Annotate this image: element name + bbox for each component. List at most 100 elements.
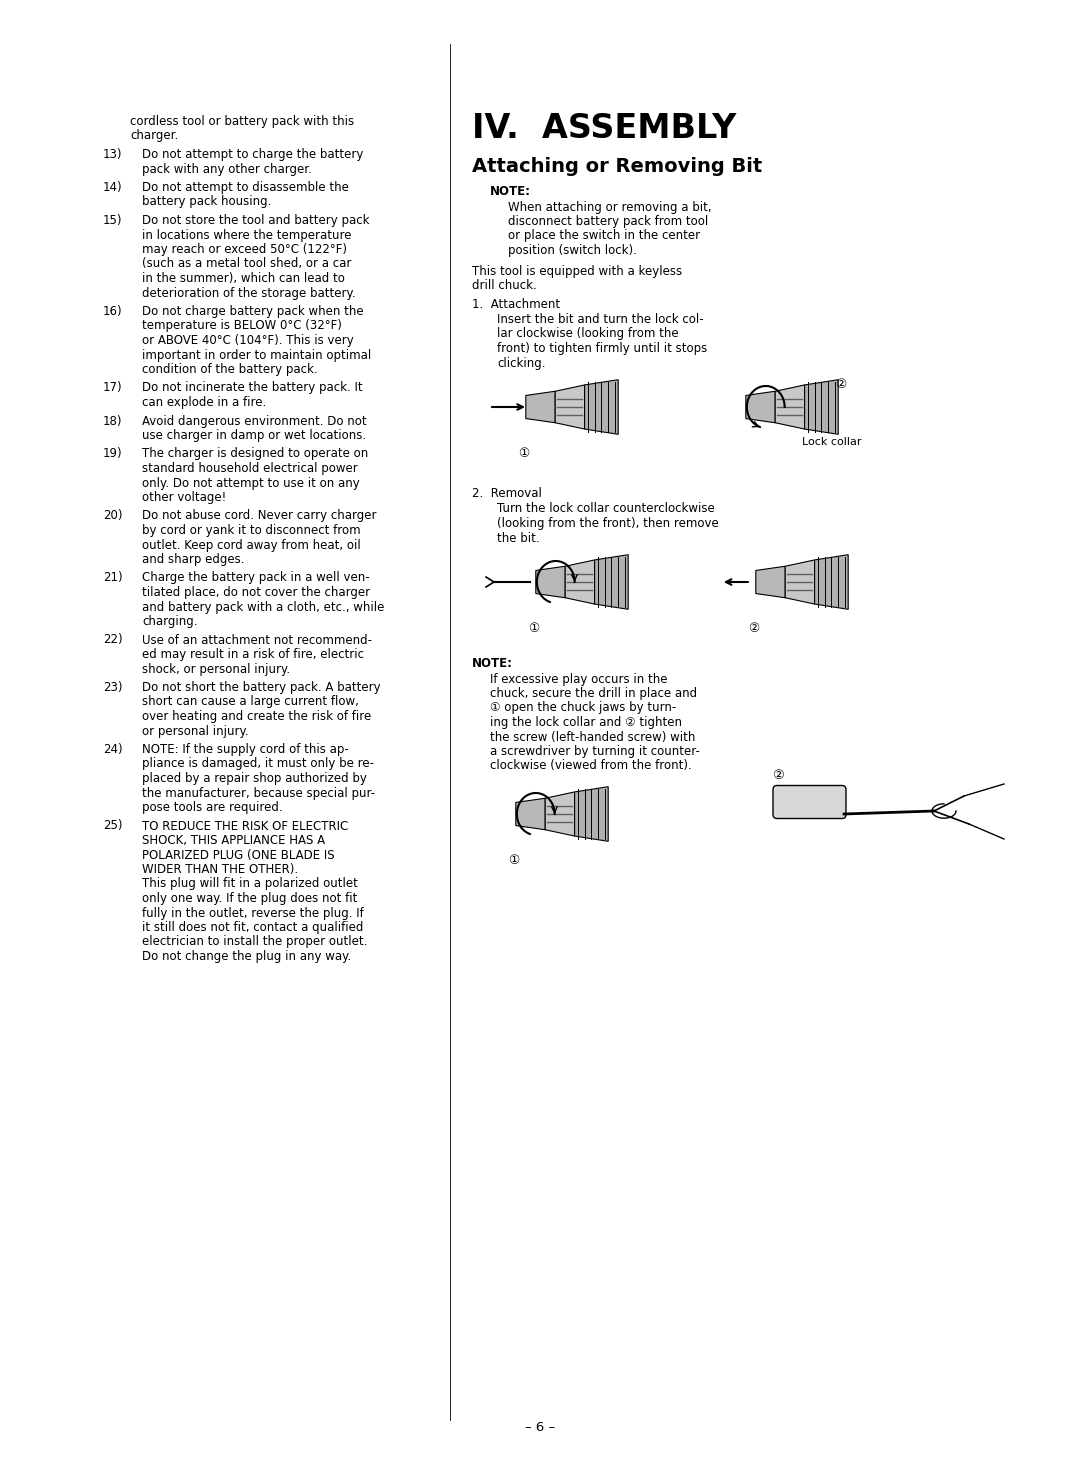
Polygon shape bbox=[584, 379, 618, 435]
Text: only. Do not attempt to use it on any: only. Do not attempt to use it on any bbox=[141, 476, 360, 489]
Text: Use of an attachment not recommend-: Use of an attachment not recommend- bbox=[141, 634, 372, 647]
Text: only one way. If the plug does not fit: only one way. If the plug does not fit bbox=[141, 892, 357, 905]
Text: tilated place, do not cover the charger: tilated place, do not cover the charger bbox=[141, 586, 370, 599]
Text: chuck, secure the drill in place and: chuck, secure the drill in place and bbox=[490, 687, 697, 700]
Text: condition of the battery pack.: condition of the battery pack. bbox=[141, 363, 318, 376]
Text: drill chuck.: drill chuck. bbox=[472, 280, 537, 291]
Text: or place the switch in the center: or place the switch in the center bbox=[508, 230, 700, 243]
Text: charger.: charger. bbox=[130, 129, 178, 142]
Text: (looking from the front), then remove: (looking from the front), then remove bbox=[497, 517, 719, 530]
Text: other voltage!: other voltage! bbox=[141, 490, 226, 504]
Text: by cord or yank it to disconnect from: by cord or yank it to disconnect from bbox=[141, 524, 361, 537]
Text: can explode in a fire.: can explode in a fire. bbox=[141, 395, 267, 408]
Text: the screw (left-handed screw) with: the screw (left-handed screw) with bbox=[490, 731, 696, 744]
Text: 14): 14) bbox=[103, 182, 123, 195]
Text: 24): 24) bbox=[103, 744, 123, 755]
Text: Avoid dangerous environment. Do not: Avoid dangerous environment. Do not bbox=[141, 414, 366, 427]
Text: over heating and create the risk of fire: over heating and create the risk of fire bbox=[141, 710, 372, 723]
Text: the manufacturer, because special pur-: the manufacturer, because special pur- bbox=[141, 786, 375, 799]
Text: fully in the outlet, reverse the plug. If: fully in the outlet, reverse the plug. I… bbox=[141, 906, 364, 919]
Text: SHOCK, THIS APPLIANCE HAS A: SHOCK, THIS APPLIANCE HAS A bbox=[141, 834, 325, 848]
Polygon shape bbox=[565, 559, 595, 605]
Text: clockwise (viewed from the front).: clockwise (viewed from the front). bbox=[490, 760, 692, 773]
Text: 21): 21) bbox=[103, 571, 123, 584]
Text: Do not attempt to disassemble the: Do not attempt to disassemble the bbox=[141, 182, 349, 195]
Text: clicking.: clicking. bbox=[497, 357, 545, 369]
Polygon shape bbox=[575, 786, 608, 842]
Text: ①: ① bbox=[508, 854, 519, 867]
Text: ed may result in a risk of fire, electric: ed may result in a risk of fire, electri… bbox=[141, 649, 364, 662]
Text: Do not short the battery pack. A battery: Do not short the battery pack. A battery bbox=[141, 681, 380, 694]
Polygon shape bbox=[756, 567, 785, 597]
Text: 25): 25) bbox=[103, 820, 122, 833]
Text: If excessive play occurs in the: If excessive play occurs in the bbox=[490, 672, 667, 685]
Text: Attaching or Removing Bit: Attaching or Removing Bit bbox=[472, 157, 762, 176]
Text: charging.: charging. bbox=[141, 615, 198, 628]
Text: in the summer), which can lead to: in the summer), which can lead to bbox=[141, 272, 345, 285]
Text: a screwdriver by turning it counter-: a screwdriver by turning it counter- bbox=[490, 745, 700, 758]
Polygon shape bbox=[555, 385, 584, 429]
Text: Do not attempt to charge the battery: Do not attempt to charge the battery bbox=[141, 148, 363, 161]
Text: Do not charge battery pack when the: Do not charge battery pack when the bbox=[141, 305, 364, 318]
Text: ①: ① bbox=[518, 447, 529, 460]
Text: it still does not fit, contact a qualified: it still does not fit, contact a qualifi… bbox=[141, 921, 363, 934]
Text: use charger in damp or wet locations.: use charger in damp or wet locations. bbox=[141, 429, 366, 442]
Text: the bit.: the bit. bbox=[497, 531, 540, 545]
Text: NOTE: If the supply cord of this ap-: NOTE: If the supply cord of this ap- bbox=[141, 744, 349, 755]
Text: in locations where the temperature: in locations where the temperature bbox=[141, 228, 351, 242]
Text: 16): 16) bbox=[103, 305, 123, 318]
Polygon shape bbox=[516, 798, 545, 830]
Polygon shape bbox=[595, 555, 629, 609]
Text: ①: ① bbox=[528, 622, 539, 635]
Text: TO REDUCE THE RISK OF ELECTRIC: TO REDUCE THE RISK OF ELECTRIC bbox=[141, 820, 348, 833]
Text: pliance is damaged, it must only be re-: pliance is damaged, it must only be re- bbox=[141, 757, 374, 770]
Text: placed by a repair shop authorized by: placed by a repair shop authorized by bbox=[141, 772, 367, 785]
Text: 20): 20) bbox=[103, 509, 122, 523]
Polygon shape bbox=[814, 555, 848, 609]
Text: cordless tool or battery pack with this: cordless tool or battery pack with this bbox=[130, 116, 354, 127]
Text: lar clockwise (looking from the: lar clockwise (looking from the bbox=[497, 328, 678, 341]
Text: 13): 13) bbox=[103, 148, 122, 161]
Text: The charger is designed to operate on: The charger is designed to operate on bbox=[141, 448, 368, 461]
Text: disconnect battery pack from tool: disconnect battery pack from tool bbox=[508, 215, 708, 228]
Text: 15): 15) bbox=[103, 214, 122, 227]
Polygon shape bbox=[536, 567, 565, 597]
Text: and battery pack with a cloth, etc., while: and battery pack with a cloth, etc., whi… bbox=[141, 600, 384, 613]
Text: NOTE:: NOTE: bbox=[490, 184, 531, 198]
Text: – 6 –: – 6 – bbox=[525, 1422, 555, 1435]
Text: 22): 22) bbox=[103, 634, 123, 647]
Text: This tool is equipped with a keyless: This tool is equipped with a keyless bbox=[472, 265, 683, 278]
Text: IV.  ASSEMBLY: IV. ASSEMBLY bbox=[472, 113, 737, 145]
Text: pack with any other charger.: pack with any other charger. bbox=[141, 163, 312, 176]
Text: Charge the battery pack in a well ven-: Charge the battery pack in a well ven- bbox=[141, 571, 369, 584]
Text: ②: ② bbox=[772, 769, 784, 782]
Text: ing the lock collar and ② tighten: ing the lock collar and ② tighten bbox=[490, 716, 681, 729]
Text: position (switch lock).: position (switch lock). bbox=[508, 244, 637, 258]
Polygon shape bbox=[805, 379, 838, 435]
Text: outlet. Keep cord away from heat, oil: outlet. Keep cord away from heat, oil bbox=[141, 539, 361, 552]
Polygon shape bbox=[785, 559, 814, 605]
Text: NOTE:: NOTE: bbox=[472, 657, 513, 671]
Text: electrician to install the proper outlet.: electrician to install the proper outlet… bbox=[141, 935, 367, 949]
Text: (such as a metal tool shed, or a car: (such as a metal tool shed, or a car bbox=[141, 258, 351, 271]
Text: may reach or exceed 50°C (122°F): may reach or exceed 50°C (122°F) bbox=[141, 243, 347, 256]
Text: important in order to maintain optimal: important in order to maintain optimal bbox=[141, 348, 372, 362]
Text: Do not incinerate the battery pack. It: Do not incinerate the battery pack. It bbox=[141, 382, 363, 394]
Text: Insert the bit and turn the lock col-: Insert the bit and turn the lock col- bbox=[497, 313, 704, 326]
Text: ① open the chuck jaws by turn-: ① open the chuck jaws by turn- bbox=[490, 701, 676, 714]
FancyBboxPatch shape bbox=[773, 786, 846, 818]
Polygon shape bbox=[775, 385, 805, 429]
Text: When attaching or removing a bit,: When attaching or removing a bit, bbox=[508, 201, 712, 214]
Text: or ABOVE 40°C (104°F). This is very: or ABOVE 40°C (104°F). This is very bbox=[141, 334, 354, 347]
Text: temperature is BELOW 0°C (32°F): temperature is BELOW 0°C (32°F) bbox=[141, 319, 342, 332]
Text: 2.  Removal: 2. Removal bbox=[472, 488, 542, 501]
Text: shock, or personal injury.: shock, or personal injury. bbox=[141, 663, 291, 675]
Text: 23): 23) bbox=[103, 681, 122, 694]
Text: front) to tighten firmly until it stops: front) to tighten firmly until it stops bbox=[497, 343, 707, 354]
Text: short can cause a large current flow,: short can cause a large current flow, bbox=[141, 695, 359, 709]
Text: 1.  Attachment: 1. Attachment bbox=[472, 297, 561, 310]
Text: pose tools are required.: pose tools are required. bbox=[141, 801, 283, 814]
Text: Turn the lock collar counterclockwise: Turn the lock collar counterclockwise bbox=[497, 502, 715, 515]
Text: POLARIZED PLUG (ONE BLADE IS: POLARIZED PLUG (ONE BLADE IS bbox=[141, 849, 335, 861]
Text: deterioration of the storage battery.: deterioration of the storage battery. bbox=[141, 287, 355, 300]
